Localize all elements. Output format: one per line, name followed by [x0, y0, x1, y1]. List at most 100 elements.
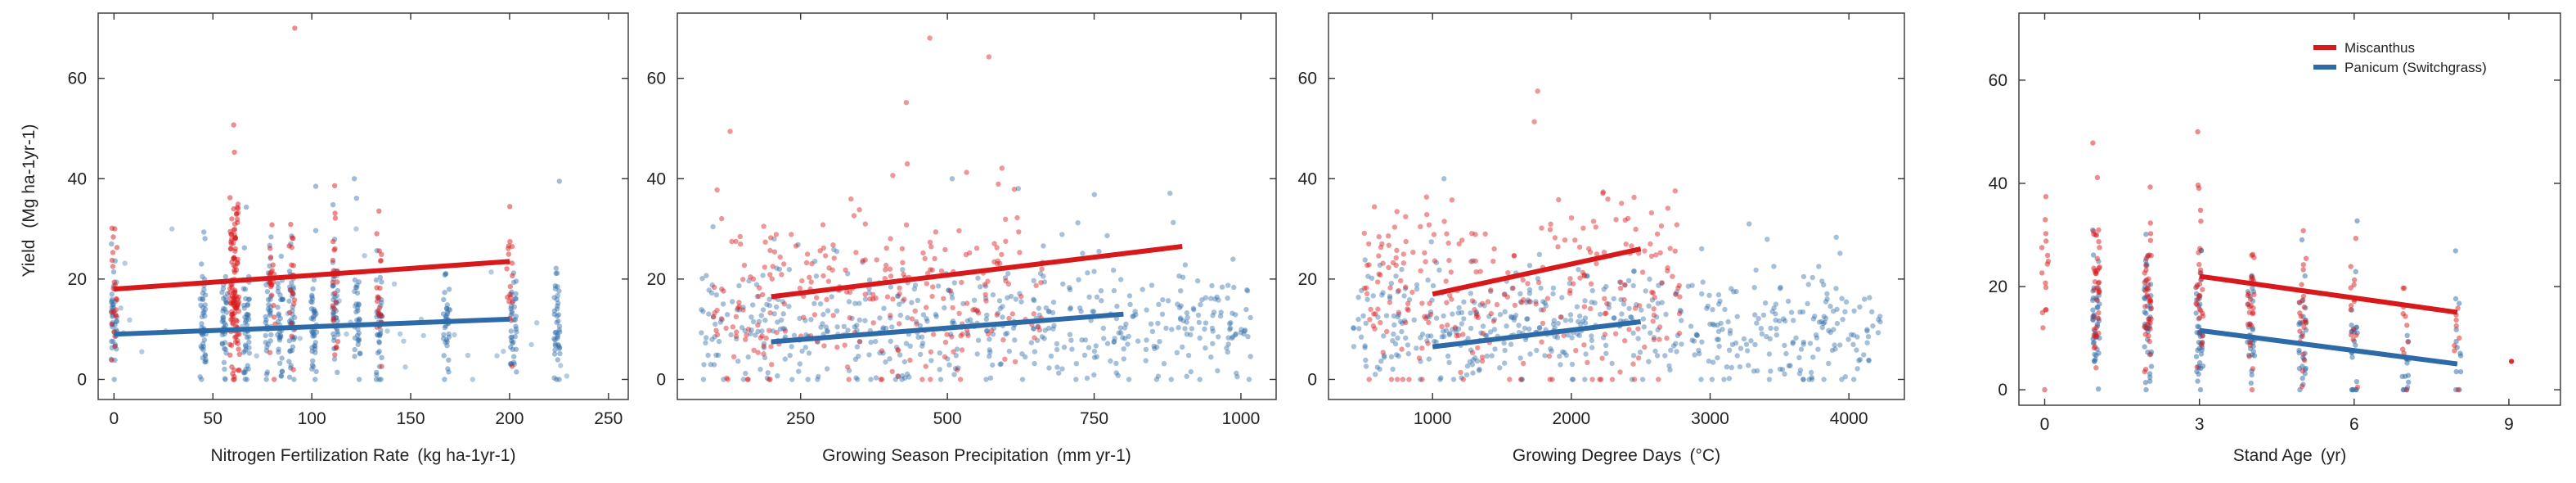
data-point	[1839, 296, 1845, 301]
data-point	[201, 229, 207, 235]
data-point	[1724, 364, 1730, 370]
data-point	[1433, 260, 1440, 265]
data-point	[1438, 375, 1444, 381]
x-axis-label: Nitrogen Fertilization Rate	[211, 446, 410, 465]
data-point	[1374, 364, 1381, 370]
data-point	[1473, 314, 1480, 319]
data-point	[1351, 325, 1357, 332]
data-point	[1390, 366, 1396, 372]
x-tick-label: 2000	[1553, 409, 1591, 428]
data-point	[1067, 287, 1073, 292]
data-point	[269, 292, 275, 298]
data-point	[1011, 187, 1018, 192]
x-tick-label: 250	[594, 409, 623, 428]
data-point	[899, 246, 906, 251]
data-point	[1601, 250, 1607, 255]
data-point	[2039, 309, 2046, 315]
data-point	[1393, 273, 1399, 279]
data-point	[335, 369, 340, 375]
data-point	[1238, 330, 1244, 336]
data-point	[987, 347, 992, 353]
data-point	[1461, 316, 1467, 322]
data-point	[1576, 267, 1581, 273]
data-point	[228, 246, 234, 251]
data-point	[880, 326, 886, 332]
data-point	[1126, 333, 1131, 340]
data-point	[1041, 336, 1047, 341]
data-point	[356, 279, 362, 285]
data-point	[1668, 347, 1674, 353]
data-point	[988, 327, 995, 334]
data-point	[730, 299, 735, 305]
data-point	[1618, 296, 1624, 303]
data-point	[1715, 291, 1722, 298]
data-point	[1453, 326, 1459, 332]
data-point	[892, 377, 899, 382]
data-point	[1185, 353, 1192, 359]
data-point	[1373, 311, 1378, 317]
data-point	[1233, 331, 1239, 336]
data-point	[1538, 285, 1544, 291]
data-point	[909, 300, 915, 305]
data-point	[1710, 321, 1715, 327]
data-point	[1734, 353, 1740, 359]
data-point	[552, 342, 559, 349]
data-point	[311, 277, 317, 283]
data-point	[1648, 330, 1653, 336]
data-point	[2247, 296, 2254, 302]
data-point	[846, 368, 852, 373]
data-point	[895, 347, 901, 354]
data-point	[1594, 251, 1600, 257]
data-point	[1862, 296, 1868, 302]
data-point	[1050, 309, 1056, 316]
data-point	[2349, 386, 2355, 393]
data-point	[1497, 365, 1503, 371]
data-point	[1567, 291, 1573, 296]
data-point	[959, 347, 965, 353]
data-point	[109, 241, 115, 247]
y-tick-label: 0	[1307, 370, 1317, 389]
data-point	[911, 286, 918, 292]
data-point	[1439, 323, 1445, 330]
data-point	[1522, 325, 1528, 332]
data-point	[1606, 305, 1612, 310]
data-point	[983, 298, 989, 304]
data-point	[937, 367, 942, 372]
data-point	[1460, 377, 1467, 382]
data-point	[375, 294, 380, 300]
data-point	[1816, 319, 1823, 325]
data-point	[2196, 281, 2203, 287]
data-point	[1826, 360, 1832, 367]
data-point	[987, 350, 993, 355]
data-point	[1149, 282, 1155, 288]
data-point	[1032, 349, 1038, 354]
data-point	[1501, 340, 1507, 346]
data-point	[1602, 311, 1608, 317]
data-point	[1678, 309, 1684, 314]
data-point	[200, 290, 206, 296]
data-point	[356, 377, 362, 382]
data-point	[1834, 306, 1840, 313]
points-precipitation	[699, 35, 1253, 382]
data-point	[1827, 329, 1833, 336]
data-point	[1662, 353, 1668, 359]
data-point	[330, 279, 335, 286]
data-point	[2093, 232, 2100, 238]
data-point	[332, 291, 338, 296]
data-point	[1568, 318, 1574, 323]
data-point	[1436, 267, 1442, 273]
data-point	[1875, 330, 1881, 336]
trend-lines-gdd	[1432, 246, 1642, 350]
data-point	[1603, 310, 1609, 316]
data-point	[1706, 292, 1712, 298]
data-point	[777, 254, 783, 260]
data-point	[446, 287, 452, 292]
data-point	[2093, 325, 2099, 331]
data-point	[200, 332, 205, 338]
data-point	[799, 348, 805, 354]
data-point	[1688, 323, 1694, 329]
data-point	[1648, 210, 1655, 216]
data-point	[1582, 298, 1588, 304]
data-point	[332, 215, 339, 221]
data-point	[443, 271, 449, 277]
